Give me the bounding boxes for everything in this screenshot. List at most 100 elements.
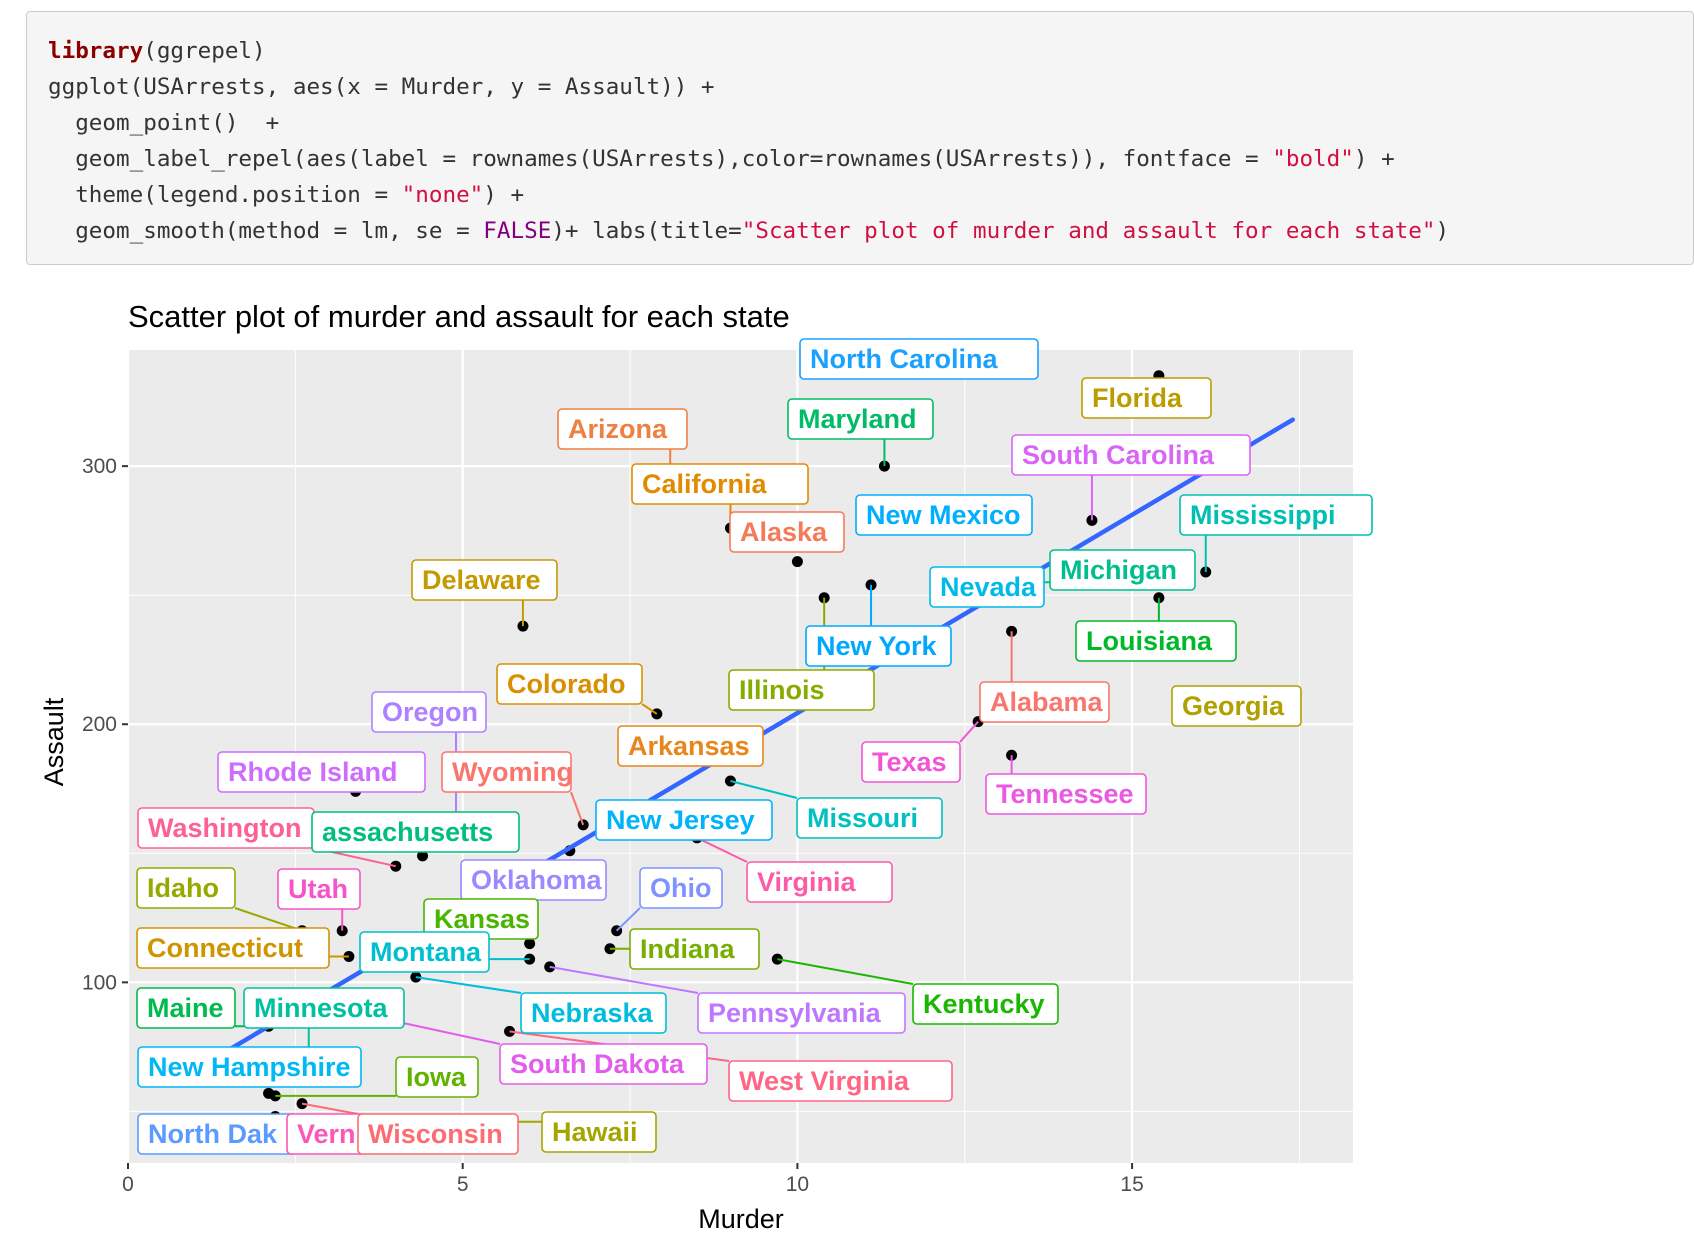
label-box (1179, 494, 1373, 536)
label-text: Texas (872, 747, 947, 777)
y-tick-label: 100 (82, 971, 117, 994)
x-tick-label: 5 (457, 1173, 469, 1196)
label-text: Utah (288, 874, 348, 904)
label-box (595, 799, 773, 841)
label-text: Iowa (406, 1062, 467, 1092)
label-box (796, 797, 943, 839)
label-box (639, 867, 723, 909)
label-text: Rhode Island (228, 757, 398, 787)
data-point (791, 556, 803, 568)
label-box (787, 398, 934, 440)
label-text: Missouri (807, 803, 918, 833)
label-segment (696, 836, 748, 863)
x-tick-label: 10 (786, 1173, 809, 1196)
label-text: New York (816, 631, 938, 661)
code-token: geom_label_repel(aes(label = rownames(US… (48, 146, 1273, 172)
point-label: Iowa (395, 1056, 479, 1098)
x-tick-label: 0 (122, 1173, 134, 1196)
label-text: Alaska (740, 517, 828, 547)
label-text: Connecticut (147, 933, 303, 963)
label-box (729, 511, 845, 553)
point-label: Utah (277, 868, 361, 910)
code-line: library(ggrepel) (48, 33, 1693, 69)
label-text: Tennessee (996, 779, 1134, 809)
code-block: library(ggrepel) ggplot(USArrests, aes(x … (26, 11, 1694, 265)
point-label: Montana (359, 931, 490, 973)
label-segment (301, 1102, 359, 1115)
label-box (1171, 685, 1302, 727)
chart-title: Scatter plot of murder and assault for e… (128, 299, 790, 334)
code-line: theme(legend.position = "none") + (48, 177, 1693, 213)
point-label: New Jersey (595, 799, 773, 841)
label-text: Arkansas (628, 731, 750, 761)
code-token: "none" (401, 182, 484, 208)
data-point (524, 938, 536, 950)
label-segment (641, 703, 658, 715)
label-segment (549, 965, 699, 994)
axes: 0 5 10 15 100 200 300 (82, 455, 1144, 1196)
point-label: Arizona (557, 408, 688, 450)
code-token: ) (1435, 218, 1450, 244)
label-box (441, 751, 572, 793)
label-box (277, 868, 361, 910)
label-box (728, 669, 875, 711)
label-text: Wisconsin (368, 1119, 503, 1149)
label-box (629, 928, 760, 970)
label-box (912, 983, 1059, 1025)
label-text: Oklahoma (471, 865, 603, 895)
label-text: New Hampshire (148, 1052, 351, 1082)
label-text: Kentucky (923, 989, 1045, 1019)
label-box (1011, 434, 1251, 476)
label-text: Maine (147, 993, 224, 1023)
data-point (417, 850, 429, 862)
code-token: theme(legend.position = (48, 182, 402, 208)
label-box (985, 773, 1147, 815)
point-label: Arkansas (617, 725, 764, 767)
code-token: library (48, 38, 144, 64)
point-label: Connecticut (136, 927, 330, 969)
label-text: North Carolina (810, 344, 998, 374)
label-box (411, 559, 558, 601)
label-text: Delaware (422, 565, 541, 595)
label-box (395, 1056, 479, 1098)
point-label: South Dakota (499, 1043, 708, 1085)
label-box (541, 1111, 657, 1153)
point-label: New Hampshire (137, 1046, 362, 1088)
label-box (746, 861, 893, 903)
label-box (631, 463, 809, 505)
label-box (1049, 549, 1196, 591)
label-box (929, 566, 1045, 608)
point-label: Kentucky (912, 983, 1059, 1025)
code-token: ) + (483, 182, 525, 208)
label-box (217, 751, 426, 793)
point-label: Missouri (796, 797, 943, 839)
label-box (311, 811, 520, 853)
point-label: South Carolina (1011, 434, 1251, 476)
point-label: Nevada (929, 566, 1045, 608)
label-box (861, 741, 961, 783)
point-label: Rhode Island (217, 751, 426, 793)
label-segment (777, 958, 914, 985)
label-text: Florida (1092, 383, 1183, 413)
code-line: geom_label_repel(aes(label = rownames(US… (48, 141, 1693, 177)
label-box (243, 987, 405, 1029)
point-label: Oklahoma (460, 859, 607, 901)
label-text: Colorado (507, 669, 626, 699)
point-label: New York (805, 625, 952, 667)
point-label: Indiana (629, 928, 760, 970)
label-box (499, 1043, 708, 1085)
point-label: Texas (861, 741, 961, 783)
label-segment (959, 720, 979, 743)
label-box (557, 408, 688, 450)
point-label: California (631, 463, 809, 505)
label-text: Mississippi (1190, 500, 1336, 530)
label-box (805, 625, 952, 667)
label-text: South Carolina (1022, 440, 1215, 470)
point-label: Maine (136, 987, 236, 1029)
point-label: Louisiana (1075, 620, 1237, 662)
label-box (1081, 377, 1212, 419)
label-text: Georgia (1182, 691, 1285, 721)
point-label: Florida (1081, 377, 1212, 419)
point-label: Maryland (787, 398, 934, 440)
label-text: Michigan (1060, 555, 1177, 585)
